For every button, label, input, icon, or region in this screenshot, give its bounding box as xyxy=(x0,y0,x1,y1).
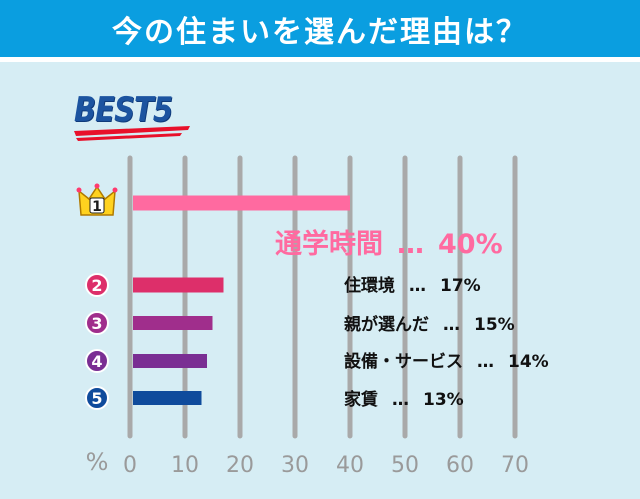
rank-3-number: 3 xyxy=(91,314,102,333)
tick-label-0: 0 xyxy=(123,453,137,478)
rank-5-circle xyxy=(85,386,109,410)
value-label: 40% xyxy=(438,229,503,260)
best5-underline-icon xyxy=(74,126,190,136)
tick-label-70: 70 xyxy=(501,453,529,478)
separator: … xyxy=(443,315,460,335)
category-label-4: 設備・サービス … 14% xyxy=(344,347,549,372)
category-label-5: 家賃 … 13% xyxy=(344,385,464,410)
best5-badge: BEST5 xyxy=(74,90,173,130)
separator: … xyxy=(392,390,409,410)
header-bar: 今の住まいを選んだ理由は？ xyxy=(0,0,640,57)
rank-1-number: 1 xyxy=(92,199,102,215)
tick-label-40: 40 xyxy=(336,453,364,478)
tick-label-20: 20 xyxy=(226,453,254,478)
separator: … xyxy=(397,229,424,260)
bar-4 xyxy=(133,354,207,368)
value-label: 15% xyxy=(474,315,515,335)
category-name: 住環境 xyxy=(344,276,395,296)
tick-label-50: 50 xyxy=(391,453,419,478)
crown-jewel-icon-2 xyxy=(112,187,118,193)
page-title: 今の住まいを選んだ理由は？ xyxy=(112,14,528,50)
tick-label-60: 60 xyxy=(446,453,474,478)
axis-unit-label: % xyxy=(86,448,109,476)
category-name: 設備・サービス xyxy=(344,352,463,372)
value-label: 13% xyxy=(423,390,464,410)
bar-5 xyxy=(133,391,202,405)
rank-5-number: 5 xyxy=(91,389,102,408)
rank-2-circle xyxy=(85,273,109,297)
separator: … xyxy=(409,276,426,296)
rank-4-number: 4 xyxy=(91,352,102,371)
rank-3-circle xyxy=(85,311,109,335)
rank-4-circle xyxy=(85,349,109,373)
category-name: 通学時間 xyxy=(275,229,383,260)
category-name: 親が選んだ xyxy=(344,315,429,335)
value-label: 17% xyxy=(440,276,481,296)
tick-label-10: 10 xyxy=(171,453,199,478)
crown-jewel-icon-1 xyxy=(94,183,100,189)
bar-1 xyxy=(133,195,350,211)
tick-labels: 0 10 20 30 40 50 60 70 xyxy=(123,453,529,478)
rank-badges: 1 2 3 4 5 xyxy=(76,183,118,410)
value-label: 14% xyxy=(508,352,549,372)
rank-1-plate xyxy=(89,197,105,214)
bar-3 xyxy=(133,316,213,330)
tick-label-30: 30 xyxy=(281,453,309,478)
rank-2-number: 2 xyxy=(91,276,102,295)
category-label-2: 住環境 … 17% xyxy=(344,271,481,296)
bar-2 xyxy=(133,277,224,293)
bars xyxy=(133,195,350,405)
category-label-1: 通学時間 … 40% xyxy=(275,222,503,261)
category-name: 家賃 xyxy=(344,390,378,410)
separator: … xyxy=(477,352,494,372)
crown-jewel-icon-0 xyxy=(76,187,82,193)
best5-underline-2-icon xyxy=(76,133,182,141)
category-label-3: 親が選んだ … 15% xyxy=(344,310,515,335)
